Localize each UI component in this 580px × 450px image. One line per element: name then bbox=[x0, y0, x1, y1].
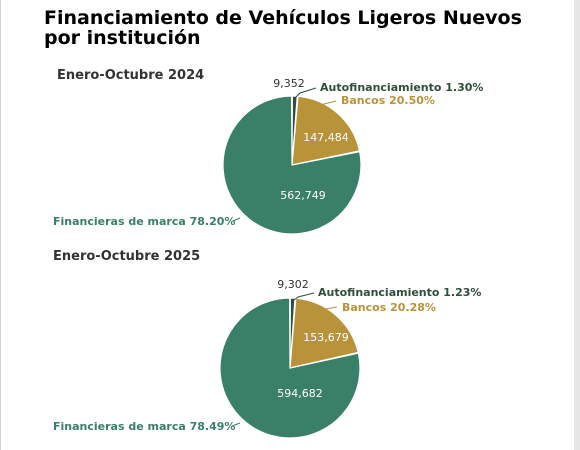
value-label-financieras: 562,749 bbox=[280, 189, 326, 202]
frame-right-edge bbox=[574, 0, 580, 450]
percent-label-bancos: Bancos 20.50% bbox=[341, 94, 435, 107]
pie-slice-bancos-2025 bbox=[289, 297, 359, 369]
leader-line-financieras bbox=[232, 217, 241, 222]
value-label-autofinanciamiento: 9,352 bbox=[273, 77, 305, 90]
value-label-financieras: 594,682 bbox=[277, 387, 323, 400]
leader-line-autofinanciamiento bbox=[295, 87, 317, 98]
percent-label-financieras: Financieras de marca 78.49% bbox=[53, 420, 235, 433]
pie-slice-financieras-2024 bbox=[222, 95, 362, 235]
leader-line-financieras bbox=[231, 422, 241, 427]
frame-left-edge bbox=[0, 0, 1, 450]
leader-line-bancos bbox=[315, 100, 337, 107]
pie-slice-bancos-2024 bbox=[291, 95, 361, 166]
percent-label-autofinanciamiento: Autofinanciamiento 1.30% bbox=[320, 81, 483, 94]
leader-line-autofinanciamiento bbox=[293, 292, 315, 301]
period-label-2024: Enero-Octubre 2024 bbox=[57, 68, 205, 83]
percent-label-bancos: Bancos 20.28% bbox=[342, 301, 436, 314]
percent-label-autofinanciamiento: Autofinanciamiento 1.23% bbox=[318, 286, 481, 299]
page-title: Financiamiento de Vehículos Ligeros Nuev… bbox=[44, 7, 522, 49]
value-label-bancos: 147,484 bbox=[303, 131, 349, 144]
value-label-autofinanciamiento: 9,302 bbox=[277, 278, 309, 291]
percent-label-financieras: Financieras de marca 78.20% bbox=[53, 215, 235, 228]
period-label-2025: Enero-Octubre 2025 bbox=[53, 249, 201, 264]
pie-slice-financieras-2025 bbox=[219, 297, 361, 439]
leader-line-bancos bbox=[313, 306, 338, 312]
value-label-bancos: 153,679 bbox=[303, 331, 349, 344]
